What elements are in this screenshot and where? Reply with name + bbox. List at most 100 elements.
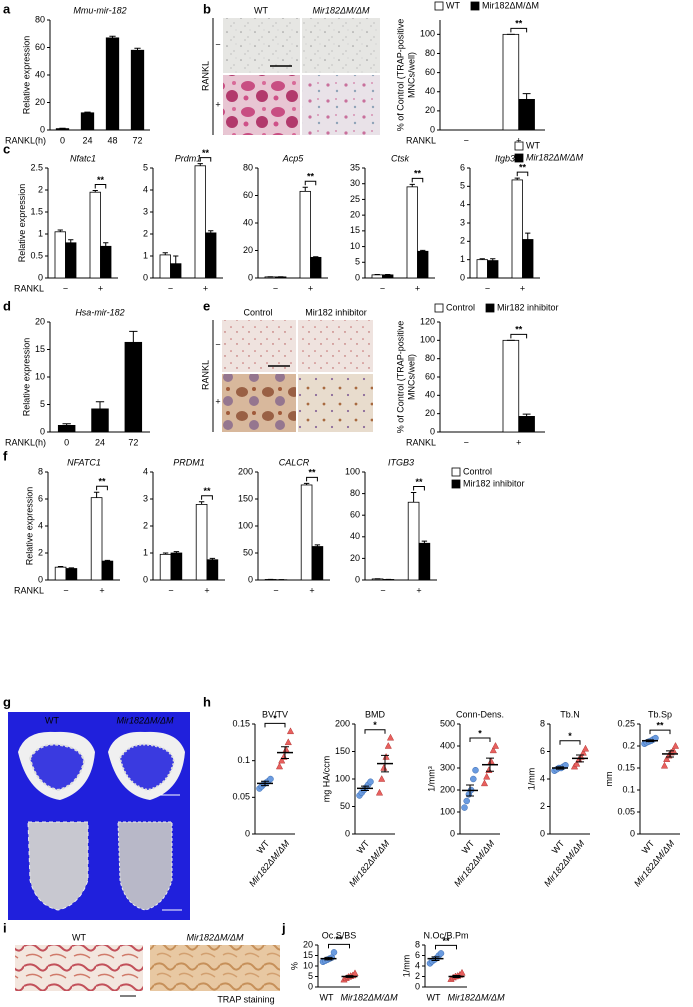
error-bar [103,242,109,247]
legend-label: Mir182 inhibitor [463,478,525,488]
significance-label: ** [98,477,106,487]
bar [205,232,217,279]
micrograph [302,75,380,135]
error-bar [324,956,333,961]
data-point [382,752,390,760]
y-axis-label: MNCs/well) [406,354,416,400]
bar [130,49,145,131]
error-bar [421,540,428,544]
y-tick-label: 60 [425,371,435,381]
x-tick-label: − [273,585,278,595]
chart-title: Mmu-mir-182 [73,5,126,15]
error-bar [525,232,531,240]
image-row-title: RANKL [200,360,210,390]
legend-swatch [434,303,444,313]
significance-label: ** [308,468,316,478]
panel-letter: a [3,1,11,16]
micrograph [223,75,300,135]
bar [159,553,172,581]
y-tick-label: 0 [38,574,43,584]
significance-bracket [559,740,581,745]
x-tick-label: 24 [95,437,105,447]
legend-swatch [514,141,524,151]
legend-label: Control [463,466,492,476]
y-tick-label: 0 [430,124,435,134]
y-tick-label: 200 [335,718,350,728]
data-point [487,757,495,765]
data-point [384,741,392,749]
bar [502,33,520,131]
bar [90,497,103,581]
significance-bracket [435,944,457,950]
x-tick-label: 0 [64,437,69,447]
x-tick-label: WT [320,992,334,1002]
data-point [581,744,590,752]
y-axis-label: mm [604,772,614,787]
data-point [437,950,445,957]
y-tick-label: 8 [38,466,43,476]
image-caption: TRAP staining [217,994,274,1004]
x-tick-label: WT [427,992,441,1002]
data-point [669,746,677,754]
x-tick-label: + [308,283,313,293]
y-tick-label: 80 [35,14,45,24]
error-bar [466,784,474,797]
y-tick-label: 80 [425,48,435,58]
y-axis-label: % of Control (TRAP-positive [395,321,405,434]
y-tick-label: 1 [143,547,148,557]
y-axis-label: Relative expression [17,184,27,263]
significance-bracket [94,183,107,189]
chart-title: Tb.Sp [648,709,672,719]
bar [476,259,488,279]
bar [518,98,535,131]
x-axis-label: RANKL [14,283,44,293]
data-point [660,761,669,769]
error-bar [361,785,369,792]
chart-title: Hsa-mir-182 [75,307,124,317]
significance-bracket [201,495,213,500]
error-bar [261,780,269,787]
micrograph [298,320,373,372]
error-bar [68,239,74,243]
error-bar [490,258,496,261]
y-tick-label: 4 [415,960,420,970]
y-tick-label: 0 [355,574,360,584]
y-tick-label: 60 [35,42,45,52]
chart-title: BV/TV [262,709,288,719]
significance-label: ** [515,325,523,335]
legend-swatch [514,153,524,163]
bar [518,416,535,433]
y-tick-label: 0 [355,272,360,282]
bar [124,341,143,433]
significance-label: ** [442,936,450,946]
significance-label: ** [519,162,527,172]
y-tick-label: 0 [245,828,250,838]
y-axis-label: Relative expression [24,487,34,566]
y-tick-label: 5 [308,971,313,981]
data-point [330,949,338,956]
panel-letter: b [203,1,211,16]
y-tick-label: 8 [415,939,420,949]
data-point [491,741,500,749]
chart-title: BMD [365,709,386,719]
y-tick-label: 1.5 [30,206,43,216]
y-tick-label: 4 [540,773,545,783]
y-tick-label: 0 [630,828,635,838]
error-bar [173,551,180,553]
y-tick-label: 4 [143,466,148,476]
x-tick-label: 24 [82,135,92,145]
y-tick-label: 2 [38,547,43,557]
y-tick-label: 200 [440,784,455,794]
x-tick-label: + [98,283,103,293]
x-tick-label: 0 [60,135,65,145]
y-tick-label: 1 [143,250,148,260]
significance-bracket [328,943,350,949]
significance-label: * [568,731,572,741]
x-tick-label: − [464,437,469,447]
image-column-label: WT [72,932,86,942]
chart-title: Itgb3 [495,153,515,163]
y-tick-label: 0 [450,828,455,838]
y-tick-label: 1 [460,254,465,264]
error-bar [129,330,138,343]
panel-letter: f [3,448,8,463]
